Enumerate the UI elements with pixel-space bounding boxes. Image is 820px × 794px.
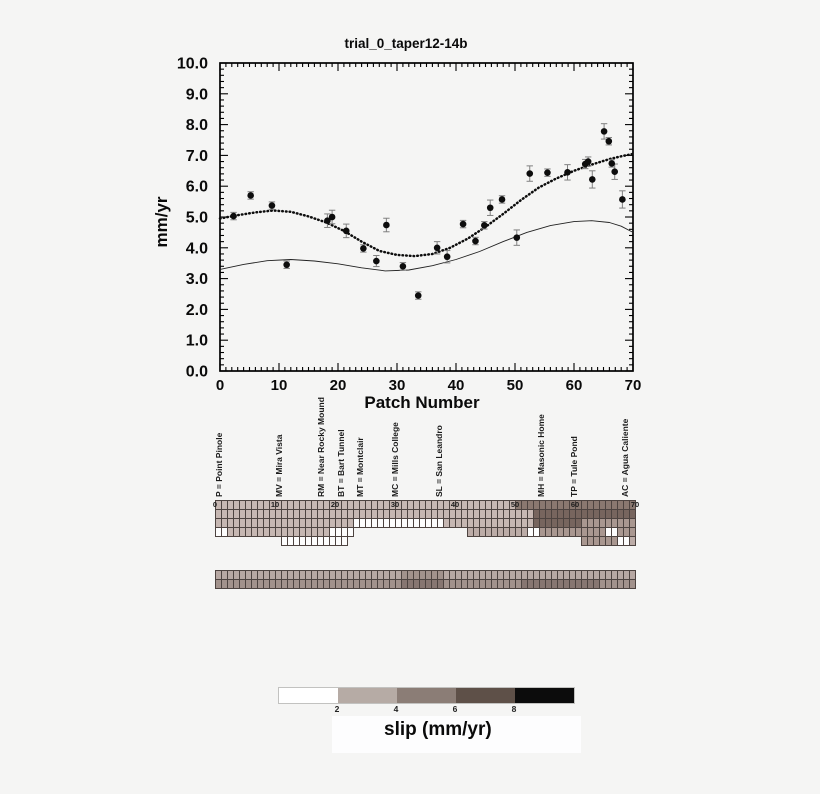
data-point xyxy=(268,202,276,209)
x-tick-label: 50 xyxy=(507,377,524,394)
x-tick-label: 60 xyxy=(566,377,583,394)
y-tick-label: 1.0 xyxy=(186,333,208,350)
y-tick-label: 3.0 xyxy=(186,271,208,288)
plot-frame xyxy=(219,62,634,372)
strip-tick-label: 0 xyxy=(212,500,218,509)
surface-patch-cell xyxy=(629,579,636,589)
slip-colorbar xyxy=(278,687,575,704)
data-point xyxy=(283,261,290,269)
colorbar-title: slip (mm/yr) xyxy=(384,719,492,740)
site-label: MV = Mira Vista xyxy=(274,434,284,497)
colorbar-tick-label: 6 xyxy=(452,704,458,714)
site-label: RM = Near Rocky Mound xyxy=(316,397,326,497)
y-tick-label: 9.0 xyxy=(186,86,208,103)
y-tick-label: 0.0 xyxy=(186,364,208,381)
x-tick-label: 40 xyxy=(448,377,465,394)
data-point xyxy=(324,217,331,224)
plot-generated-layer: 0 10 20 30 40 50 60 70 0.0 1.0 2.0 3.0 4.0 5.0 6.0 7.0 8… xyxy=(177,56,641,395)
site-label: MT = Montclair xyxy=(355,437,365,497)
colorbar-segment xyxy=(456,688,515,703)
site-label: P = Point Pinole xyxy=(214,432,224,497)
strip-tick-label: 60 xyxy=(570,500,580,509)
strip-tick-label: 10 xyxy=(270,500,280,509)
site-label: MC = Mills College xyxy=(390,422,400,497)
colorbar-segment xyxy=(515,688,574,703)
data-point xyxy=(619,196,626,203)
colorbar-segment xyxy=(397,688,456,703)
data-point xyxy=(399,262,407,270)
strip-tick-label: 20 xyxy=(330,500,340,509)
data-point xyxy=(564,169,571,176)
data-point xyxy=(433,244,441,252)
colorbar-tick-label: 8 xyxy=(511,704,517,714)
data-point xyxy=(459,220,467,228)
data-point xyxy=(414,292,422,299)
data-point xyxy=(230,212,237,220)
strip-tick-label: 70 xyxy=(630,500,640,509)
data-point xyxy=(611,168,619,176)
site-label: TP = Tule Pond xyxy=(569,436,579,497)
data-point xyxy=(383,221,390,229)
data-point xyxy=(481,222,488,229)
x-tick-label: 10 xyxy=(271,377,288,394)
slip-rate-chart: 0 10 20 30 40 50 60 70 0.0 1.0 2.0 3.0 4.0 5.0 6.0 7.0 8… xyxy=(152,36,641,412)
legend-background-box xyxy=(332,716,581,753)
data-point xyxy=(608,160,616,167)
data-point xyxy=(472,237,479,245)
chart-title: trial_0_taper12-14b xyxy=(344,36,467,51)
data-point xyxy=(526,170,534,177)
site-label: SL = San Leandro xyxy=(434,425,444,497)
y-axis-label: mm/yr xyxy=(152,196,171,247)
data-point xyxy=(360,245,367,252)
data-point xyxy=(486,204,494,212)
y-tick-label: 2.0 xyxy=(186,302,208,319)
x-tick-label: 30 xyxy=(389,377,406,394)
x-tick-label: 70 xyxy=(625,377,642,394)
fault-patch-cell xyxy=(629,536,636,546)
data-point xyxy=(544,169,551,176)
y-tick-label: 10.0 xyxy=(177,56,208,73)
y-tick-label: 8.0 xyxy=(186,117,208,134)
site-label: MH = Masonic Home xyxy=(536,414,546,497)
data-point xyxy=(600,128,608,135)
x-tick-label: 20 xyxy=(330,377,347,394)
data-point xyxy=(498,196,506,203)
data-point xyxy=(247,192,254,199)
data-point xyxy=(584,158,592,165)
y-tick-label: 7.0 xyxy=(186,148,208,165)
data-point xyxy=(342,227,350,235)
colorbar-segment xyxy=(338,688,397,703)
strip-tick-label: 50 xyxy=(510,500,520,509)
fault-patch-cell xyxy=(341,536,348,546)
site-label: BT = Bart Tunnel xyxy=(336,429,346,497)
data-point xyxy=(588,176,596,183)
colorbar-segment xyxy=(279,688,338,703)
site-label: AC = Agua Caliente xyxy=(620,418,630,497)
smooth-curve xyxy=(219,220,634,272)
colorbar-tick-label: 2 xyxy=(334,704,340,714)
y-tick-label: 5.0 xyxy=(186,210,208,227)
colorbar-tick-label: 4 xyxy=(393,704,399,714)
data-point xyxy=(513,234,521,241)
data-point xyxy=(443,253,451,261)
x-tick-label: 0 xyxy=(216,377,224,394)
x-axis-label: Patch Number xyxy=(364,393,480,412)
strip-tick-label: 30 xyxy=(390,500,400,509)
model-fit-dotted-curve xyxy=(218,152,635,258)
data-point xyxy=(328,213,336,221)
strip-tick-label: 40 xyxy=(450,500,460,509)
y-tick-label: 4.0 xyxy=(186,240,208,257)
fault-patch-cell xyxy=(347,527,354,537)
data-point xyxy=(373,257,380,265)
data-point xyxy=(605,137,613,145)
y-tick-label: 6.0 xyxy=(186,179,208,196)
